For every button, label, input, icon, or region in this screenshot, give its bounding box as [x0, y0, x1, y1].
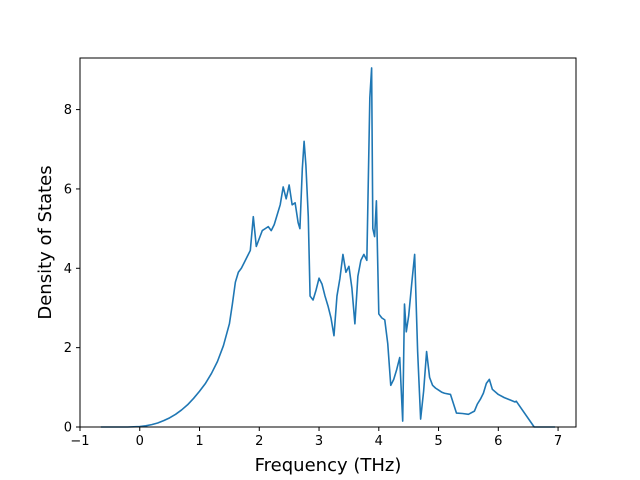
- x-axis-label: Frequency (THz): [255, 455, 402, 476]
- x-tick-label: 0: [136, 434, 144, 449]
- y-tick-label: 8: [64, 103, 72, 118]
- y-tick-label: 6: [64, 182, 72, 197]
- x-tick-label: 3: [315, 434, 323, 449]
- x-tick-label: 7: [554, 434, 562, 449]
- dos-series-line: [100, 67, 556, 428]
- y-axis-label: Density of States: [35, 165, 56, 319]
- plot-area: [100, 67, 556, 428]
- x-tick-label: 2: [255, 434, 263, 449]
- x-tick-label: 4: [375, 434, 383, 449]
- x-tick-label: 5: [434, 434, 442, 449]
- x-tick-label: 6: [494, 434, 502, 449]
- y-tick-label: 2: [64, 341, 72, 356]
- x-tick-label: −1: [70, 434, 89, 449]
- plot-frame: [79, 57, 577, 428]
- y-tick-label: 0: [64, 421, 72, 436]
- x-tick-label: 1: [195, 434, 203, 449]
- y-tick-label: 4: [64, 262, 72, 277]
